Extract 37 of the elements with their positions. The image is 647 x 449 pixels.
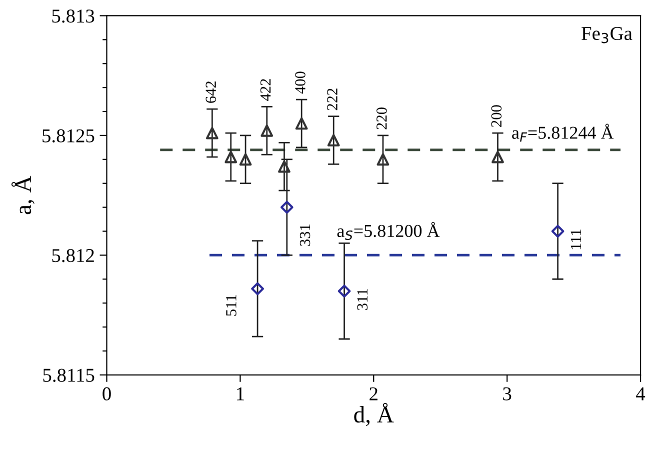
x-tick-label: 2	[370, 387, 378, 400]
y-tick-label: 5.813	[52, 10, 94, 23]
y-tick-label: 5.812	[52, 248, 94, 262]
point	[280, 200, 294, 214]
point	[492, 150, 504, 164]
y-tick-label: 5.8125	[42, 129, 94, 142]
point	[224, 150, 238, 164]
point	[260, 124, 274, 137]
x-tick-label: 4	[636, 387, 646, 400]
x-tick-label: 3	[503, 387, 512, 400]
annotation: 642	[206, 81, 216, 103]
annotation: 331	[300, 224, 310, 246]
annotation: 220	[376, 108, 387, 130]
series-label: a$_{F}$=5.81244 Å	[512, 124, 614, 142]
point	[239, 153, 252, 166]
annotation: 200	[491, 105, 502, 127]
x-tick-label: 0	[102, 387, 111, 400]
series-label: a$_{S}$=5.81200 Å	[337, 222, 440, 240]
point	[206, 126, 218, 140]
point	[376, 153, 390, 166]
annotation: 400	[295, 72, 306, 94]
x-tick-label: 1	[237, 387, 244, 400]
annotation: Fe$_{3}$Ga	[582, 26, 632, 44]
x-axis-title: d, Å	[354, 402, 394, 426]
annotation: 311	[357, 289, 368, 310]
point	[278, 160, 290, 173]
annotation: 511	[226, 295, 236, 316]
annotation: 222	[327, 88, 338, 110]
point	[338, 284, 351, 298]
point	[327, 134, 340, 146]
point	[551, 224, 564, 238]
point	[295, 117, 308, 130]
annotation: 422	[260, 79, 271, 101]
y-axis-title: a, Å	[11, 176, 35, 214]
y-tick-label: 5.8115	[43, 368, 94, 382]
annotation: 111	[570, 230, 581, 250]
point	[251, 282, 264, 296]
